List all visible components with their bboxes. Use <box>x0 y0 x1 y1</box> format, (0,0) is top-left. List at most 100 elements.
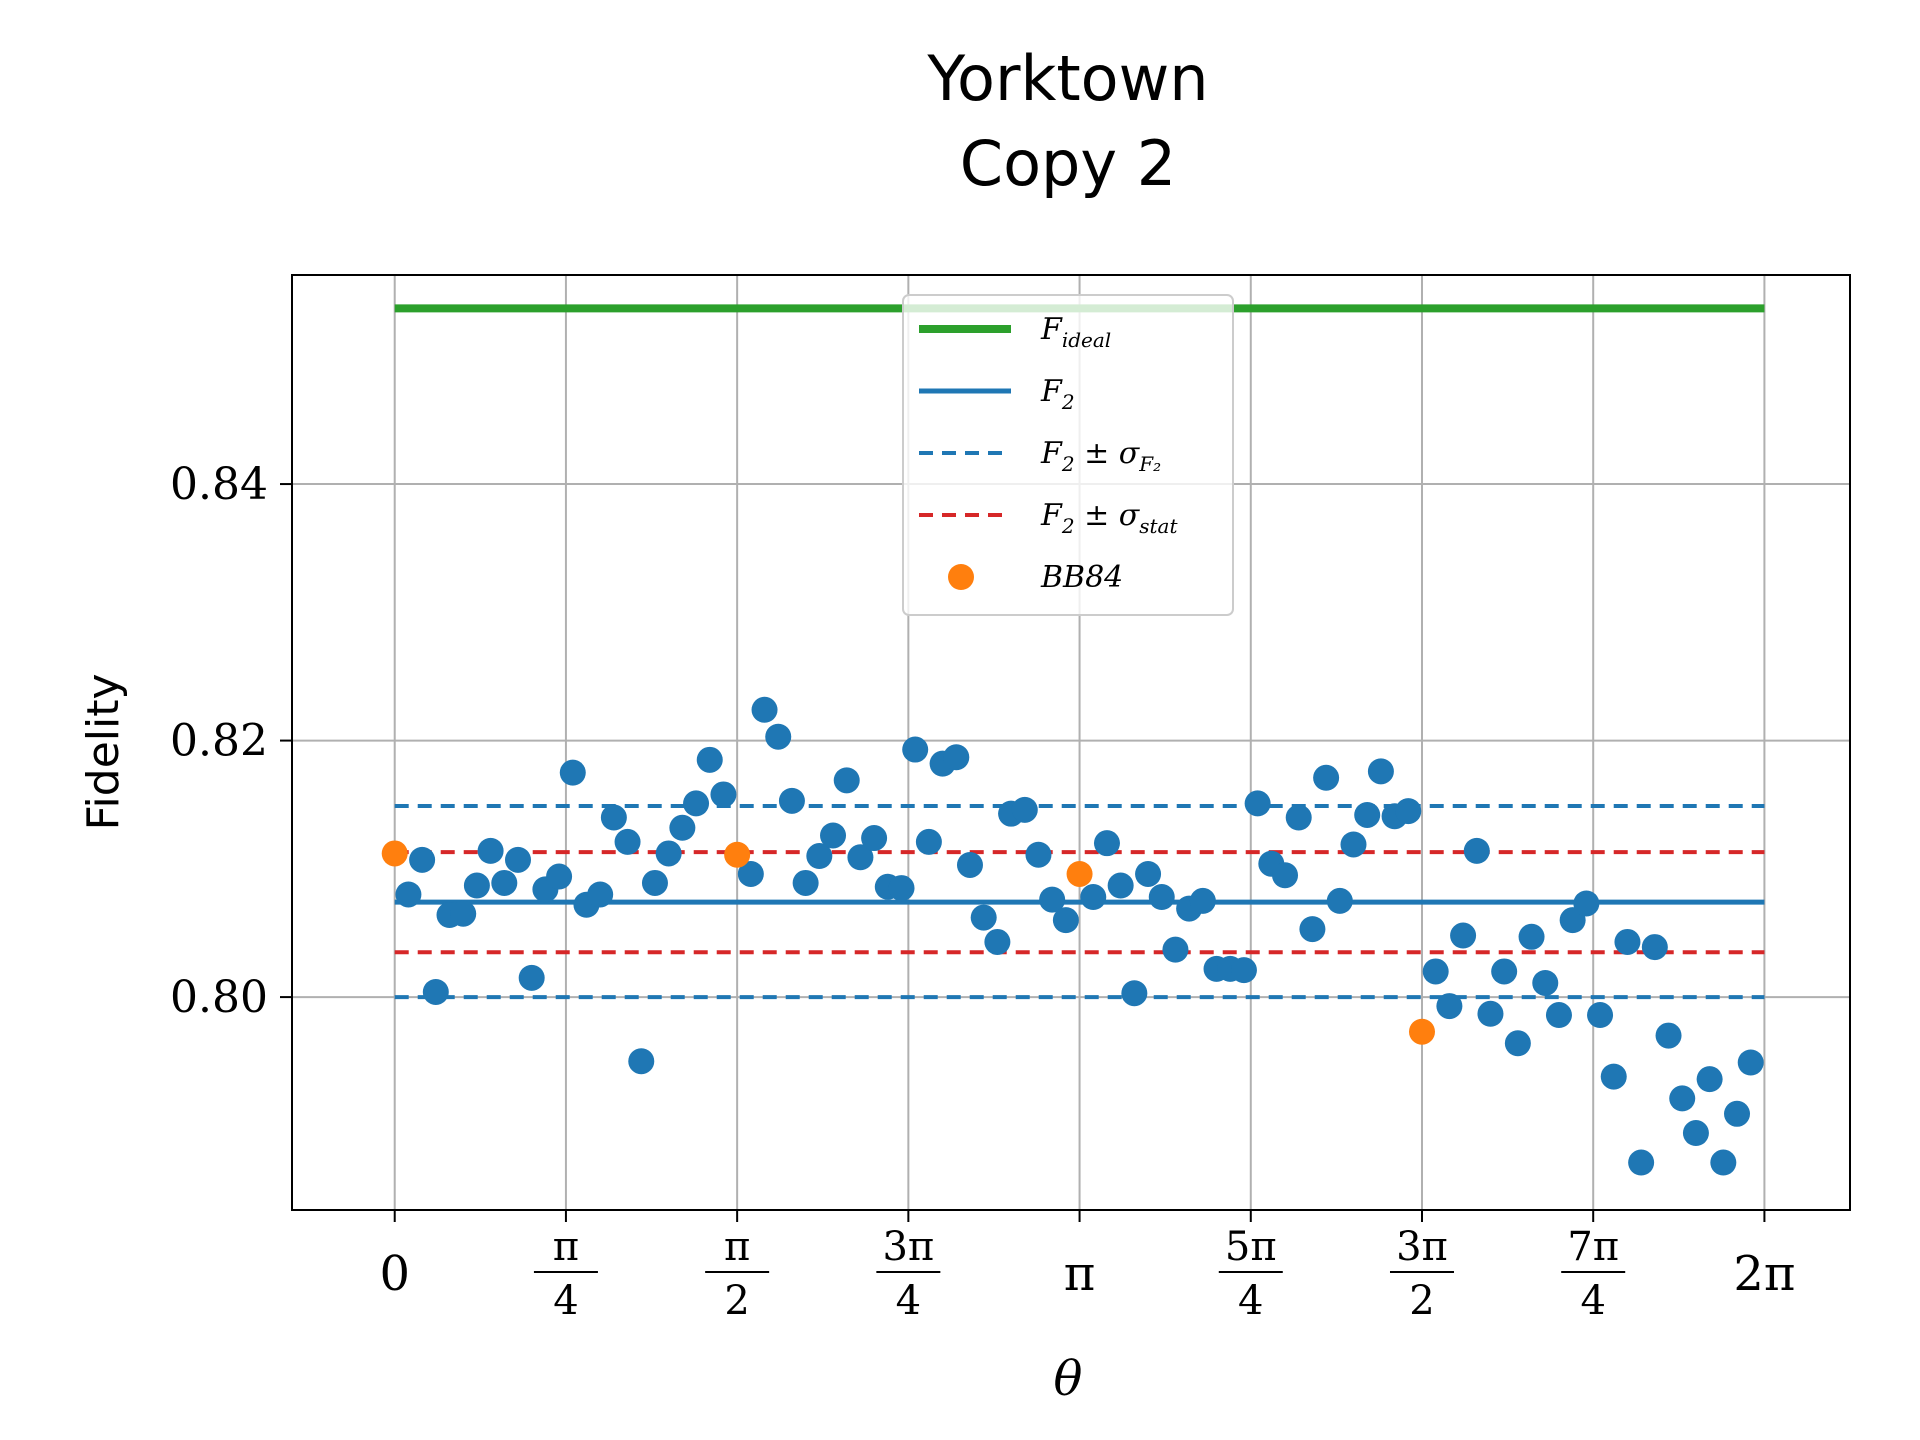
data-point <box>463 872 490 899</box>
data-point <box>1340 831 1367 858</box>
data-point <box>1450 922 1477 949</box>
data-point <box>641 869 668 896</box>
plot-frame <box>291 274 1851 1211</box>
y-tick-label: 0.84 <box>170 459 268 510</box>
x-tick-label: π <box>1064 1246 1096 1302</box>
data-point <box>1230 957 1257 984</box>
data-point <box>477 837 504 864</box>
legend-box <box>902 294 1234 616</box>
chart-title-line-2: Copy 2 <box>960 127 1176 200</box>
data-point <box>806 843 833 870</box>
data-point <box>491 869 518 896</box>
data-point <box>546 863 573 890</box>
x-tick-label-numerator: π <box>553 1224 579 1270</box>
data-point <box>751 696 778 723</box>
x-tick-label-numerator: 3π <box>882 1224 934 1270</box>
legend-label: F2 ± σstat <box>1040 498 1178 538</box>
y-tick-label: 0.80 <box>170 972 268 1023</box>
legend: Fideal F2 F2 ± σF₂ F2 ± σstat BB84 <box>902 294 1234 616</box>
data-point <box>655 840 682 867</box>
x-tick-label-numerator: 3π <box>1396 1224 1448 1270</box>
data-point <box>943 744 970 771</box>
data-point <box>1299 916 1326 943</box>
data-point <box>628 1048 655 1075</box>
data-point <box>1436 993 1463 1020</box>
y-tick-label: 0.82 <box>170 716 268 767</box>
data-point <box>669 814 696 841</box>
x-tick-label: 0 <box>379 1246 410 1302</box>
data-point <box>970 904 997 931</box>
data-point <box>888 875 915 902</box>
data-point <box>614 828 641 855</box>
data-point <box>422 978 449 1005</box>
bb84-point <box>1408 1018 1435 1045</box>
data-point <box>1573 890 1600 917</box>
data-point <box>559 759 586 786</box>
data-point <box>1696 1066 1723 1093</box>
data-point <box>820 822 847 849</box>
chart-title-line-1: Yorktown <box>926 42 1208 115</box>
data-point <box>504 846 531 873</box>
x-tick-label-denominator: 4 <box>896 1278 921 1324</box>
data-point <box>1491 958 1518 985</box>
data-point <box>1354 801 1381 828</box>
data-point <box>409 846 436 873</box>
data-point <box>1080 884 1107 911</box>
data-point <box>778 787 805 814</box>
x-tick-label-numerator: 5π <box>1225 1224 1277 1270</box>
data-point <box>1326 887 1353 914</box>
data-point <box>1025 841 1052 868</box>
x-tick-label-denominator: 4 <box>1580 1278 1605 1324</box>
data-point <box>1518 923 1545 950</box>
bb84-point <box>724 841 751 868</box>
data-point <box>1367 758 1394 785</box>
data-point <box>1724 1100 1751 1127</box>
data-point <box>1737 1049 1764 1076</box>
x-axis-label: θ <box>1054 1351 1083 1407</box>
legend-label: Fideal <box>1040 312 1111 352</box>
data-point <box>984 928 1011 955</box>
data-point <box>1244 790 1271 817</box>
data-point <box>1039 886 1066 913</box>
data-point <box>1162 936 1189 963</box>
data-point <box>956 851 983 878</box>
data-point <box>696 746 723 773</box>
data-point <box>792 869 819 896</box>
data-point <box>1272 862 1299 889</box>
data-point <box>1641 934 1668 961</box>
data-point <box>1600 1063 1627 1090</box>
data-point <box>833 767 860 794</box>
data-point <box>683 790 710 817</box>
data-point <box>1532 969 1559 996</box>
x-axis-ticks: 0 π 4 π 2 3π 4 π 5π 4 3π 2 7π 4 2π <box>379 1210 1795 1324</box>
data-point <box>1052 907 1079 934</box>
legend-label-bb84: BB84 <box>1040 560 1123 595</box>
data-point <box>1135 860 1162 887</box>
x-tick-label-denominator: 2 <box>724 1278 749 1324</box>
data-point <box>1395 798 1422 825</box>
legend-label: F2 <box>1040 374 1075 414</box>
data-point <box>765 723 792 750</box>
data-point <box>600 804 627 831</box>
data-point <box>1477 1000 1504 1027</box>
y-axis-ticks: 0.80 0.82 0.84 <box>170 459 292 1023</box>
bb84-point <box>381 840 408 867</box>
data-point <box>1148 884 1175 911</box>
data-point <box>1504 1030 1531 1057</box>
x-tick-label-denominator: 2 <box>1409 1278 1434 1324</box>
data-points <box>381 696 1764 1176</box>
data-point <box>1093 830 1120 857</box>
data-point <box>1628 1149 1655 1176</box>
data-point <box>902 736 929 763</box>
data-point <box>450 900 477 927</box>
data-point <box>1463 837 1490 864</box>
data-point <box>518 964 545 991</box>
data-point <box>1614 928 1641 955</box>
data-point <box>1313 764 1340 791</box>
data-point <box>1121 980 1148 1007</box>
legend-label: F2 ± σF₂ <box>1040 436 1161 476</box>
data-point <box>1107 872 1134 899</box>
x-tick-label-denominator: 4 <box>1238 1278 1263 1324</box>
